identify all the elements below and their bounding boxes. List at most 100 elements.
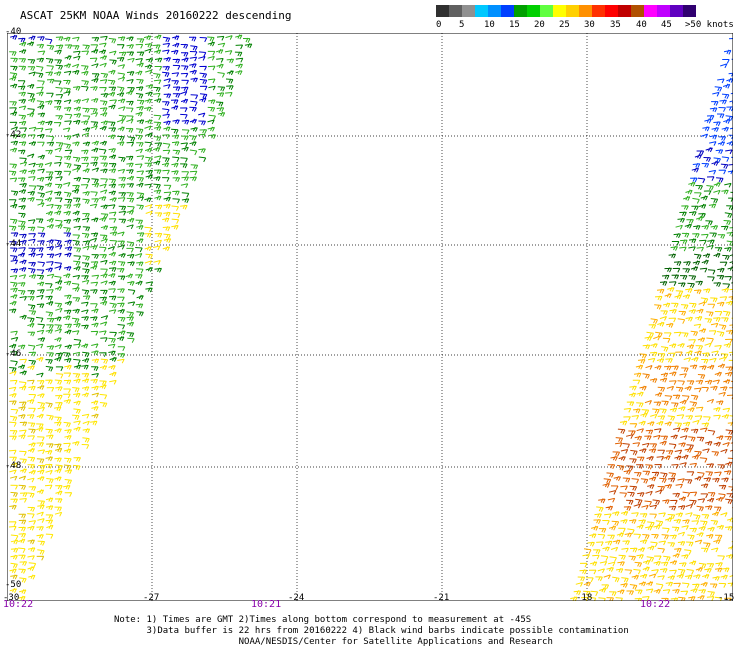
wind-barb — [72, 239, 80, 246]
wind-barb — [199, 37, 208, 43]
wind-barb — [35, 72, 44, 79]
wind-barb — [45, 149, 53, 155]
wind-barb — [99, 183, 107, 189]
wind-barb — [671, 402, 679, 408]
wind-barb — [616, 532, 624, 538]
wind-barb — [45, 359, 53, 365]
wind-barb — [720, 163, 729, 170]
wind-barb — [682, 582, 690, 588]
wind-barb — [135, 247, 143, 253]
wind-barb — [37, 176, 45, 182]
wind-barb — [683, 357, 692, 362]
wind-barb — [27, 153, 35, 159]
wind-barb — [64, 135, 72, 141]
wind-barb — [19, 161, 28, 167]
wind-barb — [694, 315, 703, 321]
wind-barb — [660, 372, 669, 378]
wind-barb — [673, 582, 681, 588]
wind-barb — [666, 385, 675, 391]
wind-barb — [645, 365, 653, 370]
wind-barb — [28, 233, 36, 238]
wind-barb — [144, 183, 152, 189]
wind-barb — [216, 92, 225, 98]
wind-barb — [710, 297, 718, 303]
wind-barb — [216, 58, 224, 63]
wind-barb — [153, 183, 161, 190]
wind-barb — [234, 51, 243, 57]
wind-barb — [27, 539, 35, 545]
wind-barb — [679, 373, 687, 378]
wind-barb — [108, 104, 116, 110]
wind-barb — [613, 475, 621, 482]
wind-barb — [18, 212, 26, 219]
wind-barb — [662, 499, 670, 505]
wind-barb — [171, 224, 179, 230]
wind-barb — [215, 101, 224, 107]
wind-barb — [616, 464, 625, 471]
wind-barb — [81, 262, 90, 268]
wind-barb — [100, 168, 108, 174]
wind-barb — [690, 330, 699, 337]
wind-barb — [181, 129, 190, 135]
wind-barb — [629, 458, 637, 464]
wind-barb — [709, 232, 717, 238]
wind-barb — [713, 539, 721, 545]
wind-barb — [64, 54, 72, 61]
lat-label: -50 — [5, 580, 22, 590]
lon-label: -24 — [288, 593, 305, 603]
wind-barb — [669, 560, 678, 566]
wind-barb — [10, 539, 19, 545]
wind-barb — [700, 297, 709, 304]
wind-barb — [594, 513, 602, 519]
wind-barb — [8, 386, 17, 392]
wind-barb — [19, 296, 27, 301]
wind-barb — [695, 280, 703, 286]
wind-barb — [607, 497, 616, 503]
wind-barb — [27, 398, 35, 405]
wind-barb — [692, 260, 701, 266]
wind-barb — [691, 520, 700, 525]
wind-barb — [659, 408, 667, 414]
wind-barb — [108, 190, 117, 196]
wind-barb — [81, 162, 90, 168]
wind-barb — [199, 97, 207, 103]
wind-barb — [117, 261, 126, 267]
wind-barb — [593, 518, 601, 525]
wind-barb — [116, 56, 125, 62]
wind-barb — [681, 332, 689, 338]
wind-barb — [154, 57, 163, 63]
wind-barb — [63, 484, 71, 490]
swath-left — [8, 34, 253, 601]
wind-barb — [669, 569, 677, 575]
wind-barb — [181, 171, 190, 177]
wind-barb — [207, 41, 215, 47]
wind-barb — [629, 485, 638, 491]
wind-barb — [612, 451, 621, 457]
wind-barb — [18, 247, 26, 252]
wind-barb — [617, 589, 625, 595]
wind-barb — [640, 478, 649, 484]
wind-barb — [172, 190, 180, 196]
wind-barb — [9, 400, 17, 406]
wind-barb — [72, 234, 81, 240]
wind-barb — [37, 384, 45, 390]
wind-barb — [45, 71, 54, 77]
wind-barb — [37, 192, 46, 198]
wind-barb — [684, 223, 692, 229]
wind-barb — [626, 590, 634, 596]
wind-barb — [716, 400, 724, 406]
wind-barb — [36, 303, 45, 309]
wind-barb — [717, 78, 725, 84]
wind-barb — [693, 224, 701, 230]
wind-barb — [118, 114, 127, 121]
wind-barb — [81, 98, 90, 103]
wind-barb — [35, 162, 44, 169]
wind-barb — [654, 304, 662, 310]
wind-barb — [91, 385, 99, 391]
wind-barb — [723, 378, 731, 385]
wind-barb — [717, 233, 726, 239]
wind-barb — [63, 203, 72, 210]
wind-barb — [136, 62, 144, 68]
wind-barb — [633, 503, 641, 509]
wind-barb — [73, 408, 81, 414]
